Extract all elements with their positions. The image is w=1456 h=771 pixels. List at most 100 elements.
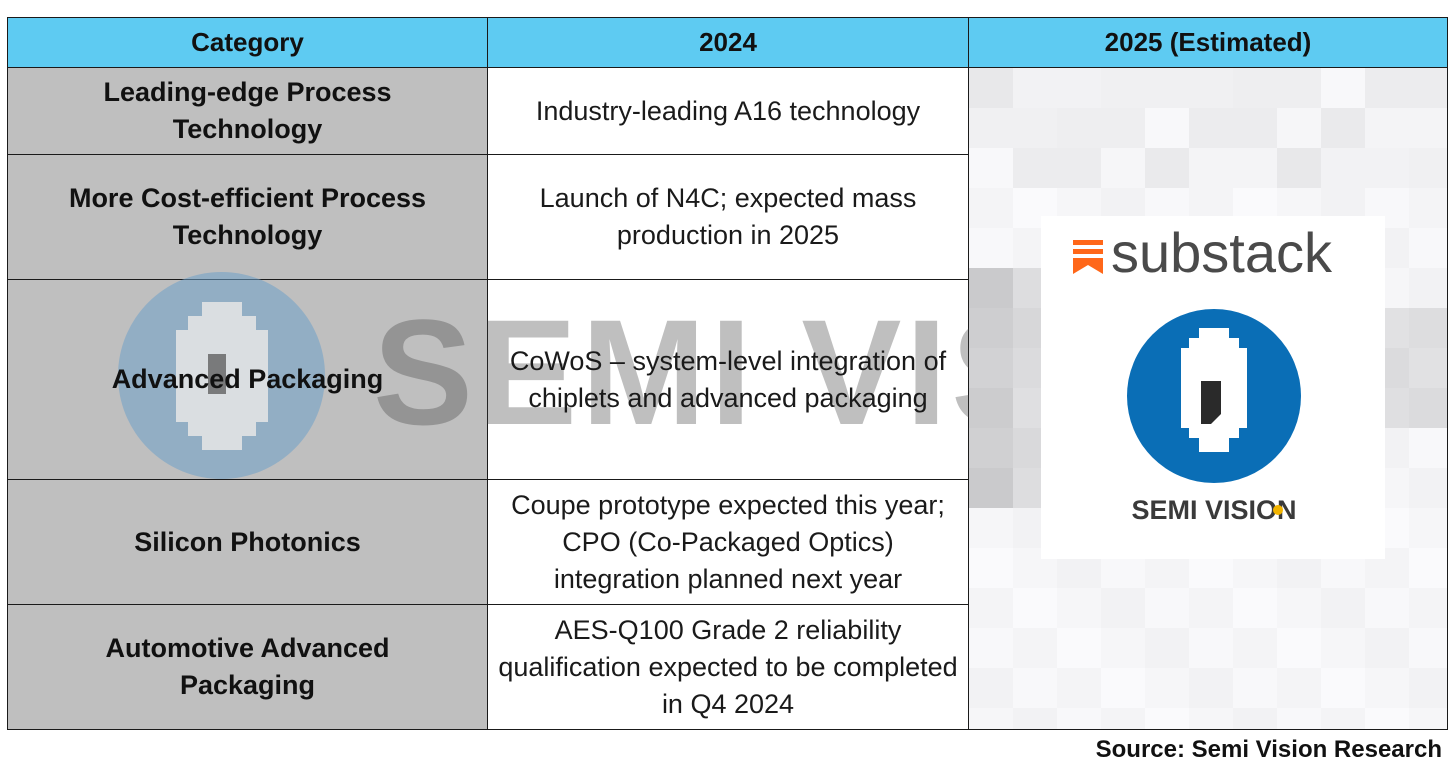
mosaic-block	[1365, 708, 1409, 729]
mosaic-block	[1277, 668, 1321, 708]
semi-vision-caption: SEMI VISION	[1131, 495, 1296, 525]
mosaic-block	[1233, 668, 1277, 708]
mosaic-block	[1145, 68, 1189, 108]
mosaic-block	[1145, 108, 1189, 148]
mosaic-block	[1409, 628, 1447, 668]
mosaic-block	[969, 68, 1013, 108]
mosaic-block	[1233, 148, 1277, 188]
substack-logo-card: substack SEMI VISION	[1073, 221, 1333, 525]
mosaic-block	[1013, 588, 1057, 628]
mosaic-block	[969, 388, 1013, 428]
mosaic-block	[1145, 588, 1189, 628]
mosaic-block	[1365, 628, 1409, 668]
caption-dot-icon	[1273, 505, 1283, 515]
mosaic-block	[1013, 68, 1057, 108]
mosaic-block	[1277, 588, 1321, 628]
mosaic-block	[1057, 68, 1101, 108]
mosaic-block	[1057, 628, 1101, 668]
mosaic-block	[1277, 708, 1321, 729]
mosaic-block	[1189, 108, 1233, 148]
substack-paywall-card: substack SEMI VISION	[1041, 216, 1385, 559]
mosaic-block	[1189, 668, 1233, 708]
mosaic-block	[1409, 108, 1447, 148]
mosaic-block	[1409, 348, 1447, 388]
mosaic-block	[1409, 148, 1447, 188]
mosaic-block	[1013, 148, 1057, 188]
mosaic-block	[1101, 668, 1145, 708]
mosaic-block	[1409, 188, 1447, 228]
mosaic-block	[1409, 548, 1447, 588]
mosaic-block	[1101, 68, 1145, 108]
mosaic-block	[969, 508, 1013, 548]
mosaic-block	[1321, 68, 1365, 108]
mosaic-block	[1013, 708, 1057, 729]
row-2024-value: CoWoS – system-level integration of chip…	[487, 279, 969, 480]
mosaic-block	[1145, 148, 1189, 188]
mosaic-block	[1057, 108, 1101, 148]
row-category: Silicon Photonics	[7, 479, 488, 605]
header-2025-estimated: 2025 (Estimated)	[968, 17, 1448, 68]
row-2024-value: Launch of N4C; expected mass production …	[487, 154, 969, 280]
mosaic-block	[1189, 68, 1233, 108]
mosaic-block	[1189, 148, 1233, 188]
mosaic-block	[1409, 428, 1447, 468]
mosaic-block	[1277, 108, 1321, 148]
mosaic-block	[1321, 588, 1365, 628]
mosaic-block	[1365, 68, 1409, 108]
mosaic-block	[969, 268, 1013, 308]
substack-icon	[1073, 240, 1103, 274]
mosaic-block	[1409, 388, 1447, 428]
substack-wordmark: substack	[1111, 221, 1333, 284]
mosaic-block	[1057, 668, 1101, 708]
header-2024: 2024	[487, 17, 969, 68]
mosaic-block	[1189, 628, 1233, 668]
mosaic-block	[1057, 148, 1101, 188]
mosaic-block	[969, 588, 1013, 628]
mosaic-block	[1057, 708, 1101, 729]
mosaic-block	[1189, 708, 1233, 729]
mosaic-block	[1321, 148, 1365, 188]
mosaic-block	[1233, 108, 1277, 148]
mosaic-block	[1101, 628, 1145, 668]
mosaic-block	[1145, 708, 1189, 729]
mosaic-block	[969, 308, 1013, 348]
mosaic-block	[969, 628, 1013, 668]
semi-vision-logo-icon	[1127, 309, 1301, 483]
mosaic-block	[1057, 588, 1101, 628]
mosaic-block	[1277, 628, 1321, 668]
mosaic-block	[1101, 148, 1145, 188]
mosaic-block	[969, 348, 1013, 388]
mosaic-block	[1013, 668, 1057, 708]
mosaic-block	[1365, 108, 1409, 148]
mosaic-block	[1321, 108, 1365, 148]
row-2024-value: Coupe prototype expected this year; CPO …	[487, 479, 969, 605]
mosaic-block	[1145, 628, 1189, 668]
mosaic-block	[1101, 108, 1145, 148]
mosaic-block	[1409, 68, 1447, 108]
mosaic-block	[1409, 508, 1447, 548]
mosaic-block	[1189, 588, 1233, 628]
mosaic-block	[1101, 708, 1145, 729]
row-category: Leading-edge Process Technology	[7, 67, 488, 155]
mosaic-block	[969, 708, 1013, 729]
mosaic-block	[1409, 708, 1447, 729]
mosaic-block	[969, 428, 1013, 468]
header-category: Category	[7, 17, 488, 68]
mosaic-block	[969, 188, 1013, 228]
mosaic-block	[1277, 148, 1321, 188]
row-2024-value: AES-Q100 Grade 2 reliability qualificati…	[487, 604, 969, 730]
mosaic-block	[969, 548, 1013, 588]
mosaic-block	[1409, 228, 1447, 268]
mosaic-block	[1145, 668, 1189, 708]
mosaic-block	[1365, 668, 1409, 708]
mosaic-block	[1233, 68, 1277, 108]
mosaic-block	[1321, 668, 1365, 708]
mosaic-block	[1409, 268, 1447, 308]
watermark-logo-icon	[118, 272, 325, 479]
mosaic-block	[1321, 708, 1365, 729]
source-caption: Source: Semi Vision Research	[1095, 736, 1442, 763]
mosaic-block	[969, 228, 1013, 268]
row-category: Automotive Advanced Packaging	[7, 604, 488, 730]
mosaic-block	[1365, 148, 1409, 188]
mosaic-block	[1233, 708, 1277, 729]
